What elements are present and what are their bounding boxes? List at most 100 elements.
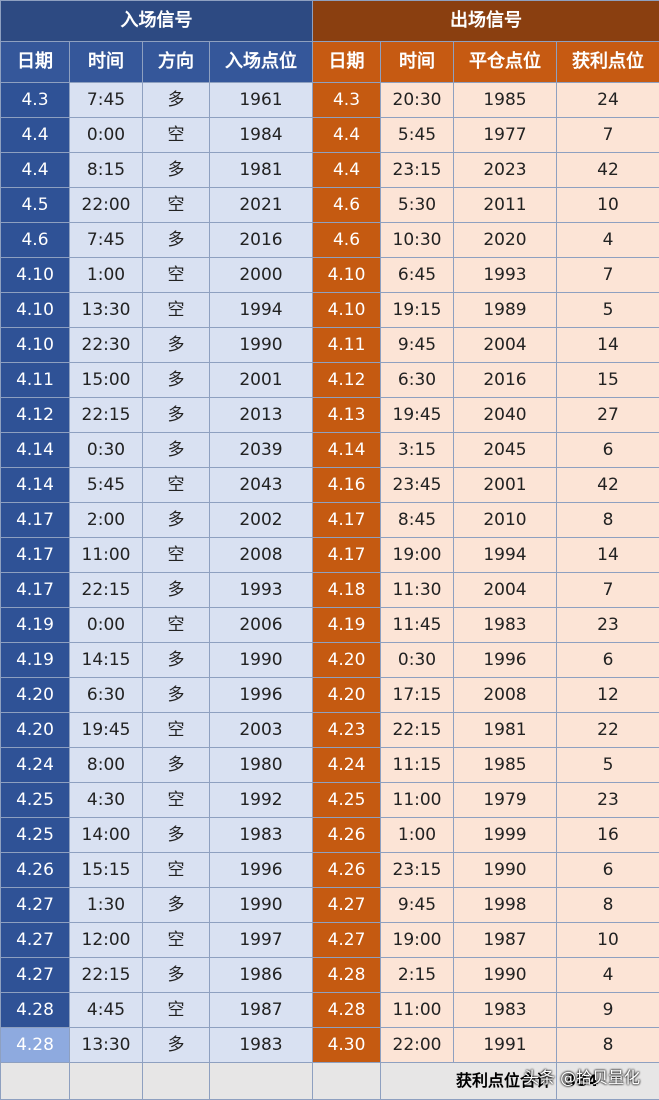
direction-cell: 多 <box>143 958 210 993</box>
direction-cell: 多 <box>143 1028 210 1063</box>
entry-date-cell: 4.14 <box>1 468 70 503</box>
close-price-cell: 2010 <box>454 503 557 538</box>
exit-date-cell: 4.10 <box>313 258 381 293</box>
profit-points-cell: 7 <box>557 573 659 608</box>
profit-points-cell: 9 <box>557 993 659 1028</box>
direction-cell: 空 <box>143 608 210 643</box>
exit-date-cell: 4.16 <box>313 468 381 503</box>
direction-cell: 多 <box>143 573 210 608</box>
exit-time-cell: 6:30 <box>381 363 454 398</box>
entry-time-cell: 22:15 <box>70 398 143 433</box>
close-price-cell: 2004 <box>454 573 557 608</box>
footer-empty-cell <box>143 1063 210 1100</box>
footer-empty-cell <box>210 1063 313 1100</box>
exit-time-cell: 9:45 <box>381 328 454 363</box>
close-price-cell: 2011 <box>454 188 557 223</box>
entry-date-cell: 4.20 <box>1 713 70 748</box>
exit-time-cell: 11:45 <box>381 608 454 643</box>
entry-price-cell: 1990 <box>210 328 313 363</box>
exit-date-cell: 4.12 <box>313 363 381 398</box>
col-header-exit-date: 日期 <box>313 42 381 83</box>
close-price-cell: 1991 <box>454 1028 557 1063</box>
entry-time-cell: 1:00 <box>70 258 143 293</box>
entry-date-cell: 4.4 <box>1 153 70 188</box>
direction-cell: 空 <box>143 188 210 223</box>
exit-time-cell: 1:00 <box>381 818 454 853</box>
direction-cell: 空 <box>143 853 210 888</box>
exit-time-cell: 6:45 <box>381 258 454 293</box>
entry-time-cell: 15:00 <box>70 363 143 398</box>
entry-price-cell: 1990 <box>210 888 313 923</box>
entry-time-cell: 0:00 <box>70 118 143 153</box>
entry-price-cell: 2016 <box>210 223 313 258</box>
direction-cell: 空 <box>143 783 210 818</box>
profit-points-cell: 5 <box>557 293 659 328</box>
exit-time-cell: 0:30 <box>381 643 454 678</box>
entry-date-cell: 4.10 <box>1 328 70 363</box>
exit-date-cell: 4.17 <box>313 538 381 573</box>
col-header-profit-points: 获利点位 <box>557 42 659 83</box>
profit-points-cell: 7 <box>557 118 659 153</box>
entry-time-cell: 13:30 <box>70 293 143 328</box>
close-price-cell: 1977 <box>454 118 557 153</box>
entry-time-cell: 6:30 <box>70 678 143 713</box>
entry-price-cell: 1983 <box>210 818 313 853</box>
direction-cell: 多 <box>143 748 210 783</box>
entry-date-cell: 4.25 <box>1 783 70 818</box>
close-price-cell: 1990 <box>454 958 557 993</box>
close-price-cell: 1999 <box>454 818 557 853</box>
entry-price-cell: 2039 <box>210 433 313 468</box>
entry-date-cell: 4.5 <box>1 188 70 223</box>
footer-empty-cell <box>313 1063 381 1100</box>
exit-time-cell: 23:15 <box>381 853 454 888</box>
entry-time-cell: 11:00 <box>70 538 143 573</box>
direction-cell: 空 <box>143 258 210 293</box>
close-price-cell: 1983 <box>454 608 557 643</box>
entry-time-cell: 19:45 <box>70 713 143 748</box>
entry-date-cell: 4.4 <box>1 118 70 153</box>
col-header-entry-time: 时间 <box>70 42 143 83</box>
entry-time-cell: 14:15 <box>70 643 143 678</box>
close-price-cell: 1985 <box>454 748 557 783</box>
exit-date-cell: 4.6 <box>313 223 381 258</box>
col-header-close-price: 平仓点位 <box>454 42 557 83</box>
exit-date-cell: 4.27 <box>313 888 381 923</box>
direction-cell: 多 <box>143 678 210 713</box>
exit-date-cell: 4.30 <box>313 1028 381 1063</box>
entry-price-cell: 1961 <box>210 83 313 118</box>
entry-date-cell: 4.17 <box>1 538 70 573</box>
close-price-cell: 1981 <box>454 713 557 748</box>
entry-time-cell: 7:45 <box>70 223 143 258</box>
direction-cell: 空 <box>143 713 210 748</box>
entry-date-cell: 4.10 <box>1 293 70 328</box>
entry-time-cell: 15:15 <box>70 853 143 888</box>
close-price-cell: 1989 <box>454 293 557 328</box>
entry-date-cell: 4.27 <box>1 923 70 958</box>
entry-price-cell: 1987 <box>210 993 313 1028</box>
exit-date-cell: 4.20 <box>313 643 381 678</box>
exit-time-cell: 11:15 <box>381 748 454 783</box>
direction-cell: 空 <box>143 538 210 573</box>
close-price-cell: 2004 <box>454 328 557 363</box>
profit-points-cell: 23 <box>557 783 659 818</box>
entry-price-cell: 1983 <box>210 1028 313 1063</box>
direction-cell: 空 <box>143 923 210 958</box>
exit-time-cell: 19:15 <box>381 293 454 328</box>
entry-time-cell: 4:45 <box>70 993 143 1028</box>
profit-points-cell: 24 <box>557 83 659 118</box>
close-price-cell: 1994 <box>454 538 557 573</box>
entry-date-cell: 4.28 <box>1 1028 70 1063</box>
exit-time-cell: 23:15 <box>381 153 454 188</box>
exit-date-cell: 4.10 <box>313 293 381 328</box>
